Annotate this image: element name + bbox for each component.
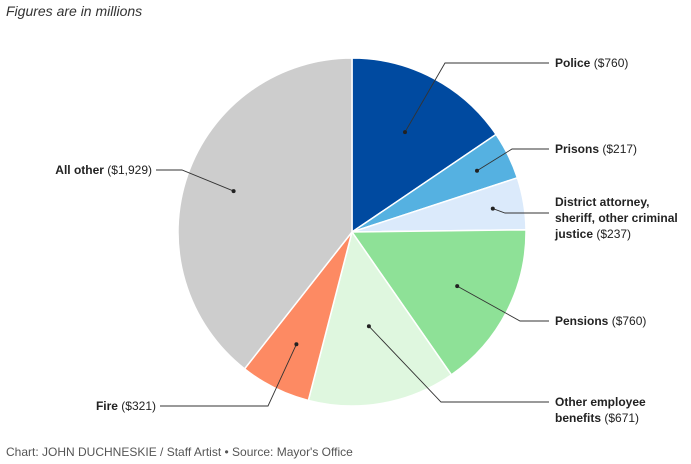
leader-dot — [231, 189, 236, 194]
slice-label: District attorney, sheriff, other crimina… — [554, 195, 678, 241]
leader-line — [456, 285, 549, 322]
slice-label: Pensions ($760) — [555, 314, 646, 328]
pie-slice-pensions — [350, 229, 527, 376]
leader-line — [156, 169, 234, 192]
leader-dot — [475, 168, 479, 173]
pie-slices — [177, 57, 527, 407]
slice-label: Prisons ($217) — [555, 142, 637, 156]
leader-lines — [156, 62, 549, 407]
leader-line — [476, 148, 549, 172]
chart-subtitle: Figures are in millions — [6, 3, 143, 19]
leader-dot — [490, 206, 495, 211]
leader-line — [160, 344, 297, 407]
pie-slice-police — [351, 57, 498, 234]
slice-label: Other employee benefits ($671) — [555, 395, 646, 425]
pie-slice-all-other — [177, 57, 353, 370]
chart-credit: Chart: JOHN DUCHNESKIE / Staff Artist • … — [6, 445, 353, 459]
leader-dot — [294, 342, 299, 347]
slice-label: Fire ($321) — [96, 399, 156, 413]
leader-dot — [403, 130, 407, 135]
pie-slice-other-employee-benefits — [307, 230, 453, 407]
leader-line — [492, 208, 549, 214]
leader-dot — [455, 284, 460, 289]
slice-labels: Police ($760) Prisons ($217) District atto… — [55, 56, 677, 425]
slice-label: Police ($760) — [555, 56, 628, 70]
pie-chart: Police ($760) Prisons ($217) District atto… — [55, 56, 677, 425]
leader-line — [368, 325, 549, 403]
leader-dot — [366, 324, 371, 329]
slice-label: All other ($1,929) — [55, 163, 152, 177]
leader-line — [404, 62, 549, 133]
